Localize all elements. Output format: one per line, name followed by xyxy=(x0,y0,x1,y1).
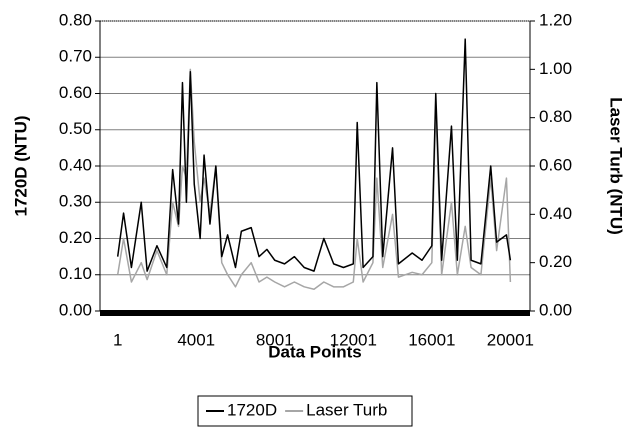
y-tick-label: 0.20 xyxy=(59,228,92,247)
x-tick-label: 16001 xyxy=(408,330,455,349)
x-tick-label: 8001 xyxy=(256,330,294,349)
y2-axis-label: Laser Turb (NTU) xyxy=(607,97,626,235)
series-line xyxy=(116,38,512,272)
x-axis-label: Data Points xyxy=(268,342,362,361)
y2-tick-label: 1.20 xyxy=(539,10,572,29)
legend-label: Laser Turb xyxy=(306,400,387,419)
y-tick-label: 0.00 xyxy=(59,300,92,319)
y2-tick-label: 0.00 xyxy=(539,300,572,319)
x-tick-label: 20001 xyxy=(487,330,534,349)
x-tick-label: 4001 xyxy=(177,330,215,349)
legend-box xyxy=(197,395,413,427)
y-tick-label: 0.80 xyxy=(59,10,92,29)
y-tick-label: 0.60 xyxy=(59,83,92,102)
y-tick-label: 0.10 xyxy=(59,264,92,283)
y-tick-label: 0.50 xyxy=(59,119,92,138)
legend-label: 1720D xyxy=(227,400,277,419)
x-tick-label: 1 xyxy=(113,330,122,349)
y-tick-label: 0.40 xyxy=(59,155,92,174)
y2-tick-label: 0.40 xyxy=(539,204,572,223)
x-tick-label: 12001 xyxy=(330,330,377,349)
y2-tick-label: 0.80 xyxy=(539,107,572,126)
y-axis-label: 1720D (NTU) xyxy=(11,115,30,216)
y-tick-label: 0.70 xyxy=(59,47,92,66)
y2-tick-label: 0.60 xyxy=(539,155,572,174)
series-line xyxy=(116,68,512,290)
y-tick-label: 0.30 xyxy=(59,192,92,211)
plot-floor xyxy=(100,310,530,316)
y2-tick-label: 0.20 xyxy=(539,252,572,271)
y2-tick-label: 1.00 xyxy=(539,59,572,78)
